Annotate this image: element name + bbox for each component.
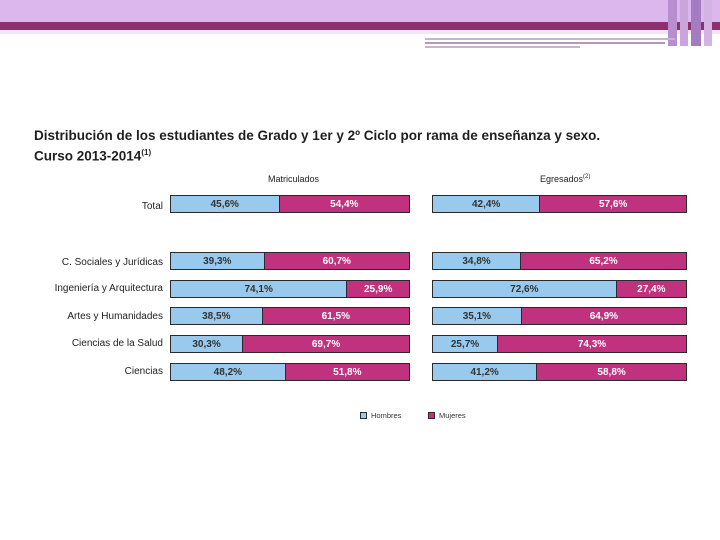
data-label: 69,7%	[311, 338, 341, 350]
bar-segment-mujeres: 54,4%	[279, 196, 409, 212]
bar-segment-hombres: 72,6%	[433, 281, 617, 297]
data-label: 41,2%	[470, 366, 499, 378]
corner-bar	[704, 0, 712, 46]
data-label: 38,5%	[202, 310, 231, 322]
category-label: Ingeniería y Arquitectura	[54, 283, 163, 294]
data-label: 74,1%	[244, 283, 273, 295]
bar-segment-mujeres: 74,3%	[498, 336, 686, 352]
bar-segment-mujeres: 64,9%	[521, 308, 686, 324]
data-label: 27,4%	[637, 283, 666, 295]
data-label: 60,7%	[322, 255, 351, 267]
bar-segment-mujeres: 60,7%	[264, 253, 409, 269]
chart-title-line1: Distribución de los estudiantes de Grado…	[34, 128, 601, 143]
bar-matriculados: 45,6% 54,4%	[170, 195, 410, 213]
accent-line	[425, 42, 665, 44]
data-label: 39,3%	[203, 255, 232, 267]
category-label: Artes y Humanidades	[67, 311, 163, 322]
category-label: Ciencias	[124, 366, 163, 377]
bar-segment-hombres: 38,5%	[171, 308, 263, 324]
data-label: 72,6%	[510, 283, 539, 295]
legend-swatch-mujeres	[428, 412, 435, 419]
data-label: 57,6%	[598, 198, 628, 210]
chart-title: Distribución de los estudiantes de Grado…	[34, 127, 684, 165]
legend-label: Mujeres	[439, 411, 466, 420]
accent-line	[425, 38, 675, 40]
corner-bar	[691, 0, 701, 46]
bar-segment-hombres: 25,7%	[433, 336, 499, 352]
data-label: 65,2%	[589, 255, 618, 267]
bar-egresados: 41,2% 58,8%	[432, 363, 687, 381]
data-label: 74,3%	[577, 338, 607, 350]
category-label: C. Sociales y Jurídicas	[61, 257, 163, 268]
panel-title-matriculados: Matriculados	[268, 174, 319, 184]
corner-bar	[680, 0, 688, 46]
data-label: 35,1%	[462, 310, 492, 322]
accent-line	[425, 46, 580, 48]
bar-segment-hombres: 42,4%	[433, 196, 541, 212]
data-label: 30,3%	[192, 338, 221, 350]
bar-egresados: 72,6% 27,4%	[432, 280, 687, 298]
data-label: 48,2%	[213, 366, 243, 378]
data-label: 45,6%	[210, 198, 239, 210]
bar-segment-hombres: 34,8%	[433, 253, 522, 269]
data-label: 61,5%	[321, 310, 350, 322]
bar-segment-hombres: 48,2%	[171, 364, 286, 380]
bar-matriculados: 39,3% 60,7%	[170, 252, 410, 270]
bar-segment-hombres: 39,3%	[171, 253, 265, 269]
bar-egresados: 42,4% 57,6%	[432, 195, 687, 213]
chart-title-line2: Curso 2013-2014	[34, 148, 142, 164]
bar-segment-hombres: 35,1%	[433, 308, 522, 324]
chart-title-note: (1)	[141, 148, 152, 157]
bar-segment-mujeres: 51,8%	[285, 364, 409, 380]
bar-segment-hombres: 30,3%	[171, 336, 244, 352]
data-label: 54,4%	[330, 198, 359, 210]
data-label: 64,9%	[589, 310, 619, 322]
bar-segment-mujeres: 25,9%	[347, 281, 409, 297]
bar-segment-mujeres: 58,8%	[537, 364, 686, 380]
legend-label: Hombres	[371, 411, 402, 420]
data-label: 34,8%	[462, 255, 491, 267]
category-label: Total	[141, 201, 163, 212]
data-label: 25,7%	[450, 338, 480, 350]
bar-segment-hombres: 74,1%	[171, 281, 348, 297]
bar-segment-mujeres: 27,4%	[616, 281, 686, 297]
corner-bar	[668, 0, 677, 46]
bar-segment-mujeres: 61,5%	[262, 308, 409, 324]
data-label: 58,8%	[597, 366, 626, 378]
bar-segment-hombres: 41,2%	[433, 364, 538, 380]
bar-segment-mujeres: 57,6%	[540, 196, 686, 212]
legend-swatch-hombres	[360, 412, 367, 419]
category-label: Ciencias de la Salud	[71, 338, 163, 349]
panel-title-text: Egresados	[540, 174, 584, 184]
data-label: 51,8%	[333, 366, 362, 378]
data-label: 42,4%	[471, 198, 501, 210]
header-strip	[0, 22, 720, 30]
bar-matriculados: 48,2% 51,8%	[170, 363, 410, 381]
legend-hombres: Hombres	[360, 411, 401, 420]
header-shadow	[0, 30, 720, 34]
bar-segment-mujeres: 69,7%	[243, 336, 409, 352]
bar-matriculados: 30,3% 69,7%	[170, 335, 410, 353]
data-label: 25,9%	[363, 283, 393, 295]
panel-title-text: Matriculados	[268, 174, 320, 184]
bar-matriculados: 38,5% 61,5%	[170, 307, 410, 325]
bar-segment-hombres: 45,6%	[171, 196, 280, 212]
bar-egresados: 34,8% 65,2%	[432, 252, 687, 270]
panel-title-egresados: Egresados(2)	[540, 174, 590, 184]
bar-egresados: 35,1% 64,9%	[432, 307, 687, 325]
legend-mujeres: Mujeres	[428, 411, 466, 420]
bar-matriculados: 74,1% 25,9%	[170, 280, 410, 298]
header-band	[0, 0, 720, 22]
bar-segment-mujeres: 65,2%	[521, 253, 686, 269]
panel-title-note: (2)	[583, 174, 591, 180]
bar-egresados: 25,7% 74,3%	[432, 335, 687, 353]
